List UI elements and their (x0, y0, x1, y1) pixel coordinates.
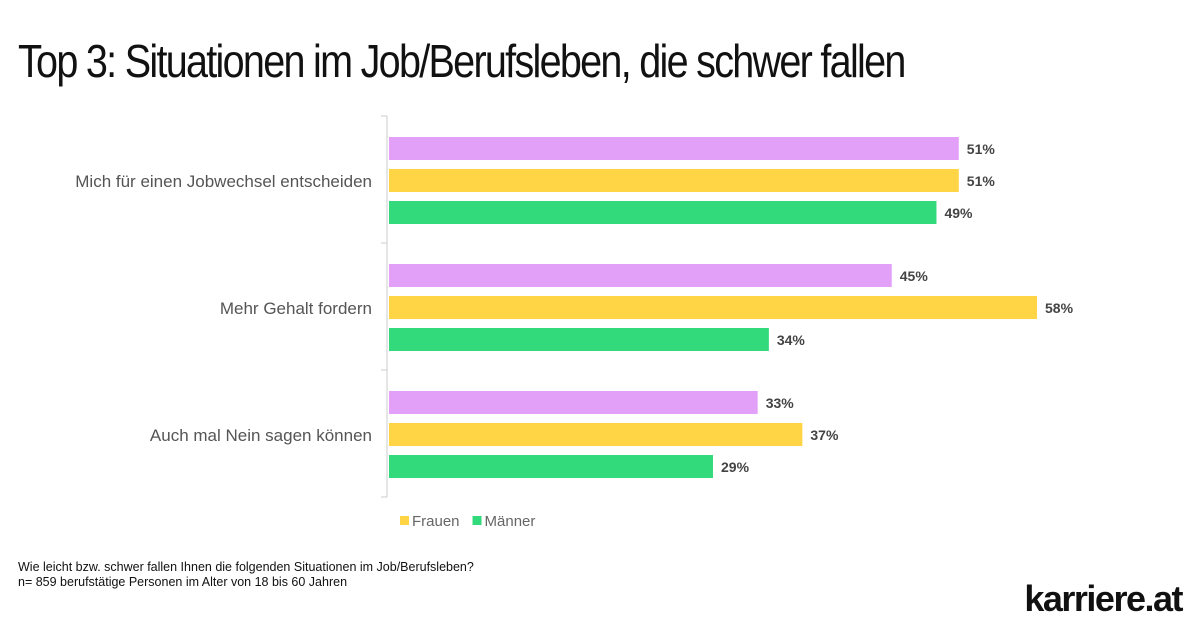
karriere-logo: karriere.at (1024, 578, 1183, 619)
bar (389, 137, 959, 160)
bar (389, 328, 769, 351)
legend-label: Männer (485, 513, 536, 530)
category-label: Mich für einen Jobwechsel entscheiden (75, 172, 372, 191)
bar (389, 391, 758, 414)
data-label: 37% (810, 427, 839, 443)
data-label: 34% (777, 332, 806, 348)
data-label: 49% (944, 205, 973, 221)
bar (389, 423, 803, 446)
data-label: 51% (967, 141, 996, 157)
footnote-question: Wie leicht bzw. schwer fallen Ihnen die … (18, 560, 474, 574)
legend-label: Frauen (412, 513, 460, 530)
bar (389, 169, 959, 192)
bar (389, 264, 892, 287)
footnote: Wie leicht bzw. schwer fallen Ihnen die … (18, 560, 474, 590)
category-label: Mehr Gehalt fordern (220, 299, 372, 318)
data-label: 45% (900, 268, 929, 284)
chart-title: Top 3: Situationen im Job/Berufsleben, d… (18, 35, 906, 87)
category-label: Auch mal Nein sagen können (150, 426, 372, 445)
legend-swatch (400, 516, 409, 525)
data-label: 51% (967, 173, 996, 189)
data-label: 58% (1045, 300, 1074, 316)
bar (389, 201, 937, 224)
footnote-sample: n= 859 berufstätige Personen im Alter vo… (18, 575, 348, 589)
bar (389, 455, 713, 478)
data-label: 29% (721, 459, 750, 475)
bar (389, 296, 1037, 319)
data-label: 33% (766, 395, 795, 411)
legend-swatch (472, 516, 482, 525)
